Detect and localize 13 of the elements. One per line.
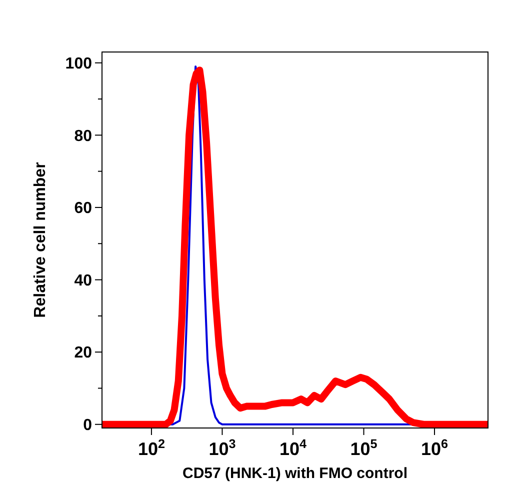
- y-tick-label: 60: [74, 200, 92, 218]
- x-axis-title: CD57 (HNK-1) with FMO control: [182, 465, 408, 482]
- x-tick-label: 10$^{3}$: [208, 437, 236, 459]
- y-tick-label: 0: [83, 416, 92, 434]
- y-tick-label: 40: [74, 272, 92, 290]
- y-tick-label: 80: [74, 128, 92, 145]
- y-axis-title: Relative cell number: [32, 162, 49, 318]
- x-tick-label: 10$^{6}$: [420, 437, 448, 459]
- y-tick-label: 20: [74, 344, 92, 362]
- x-tick-label: 10$^{2}$: [138, 437, 165, 459]
- y-tick-label: 100: [65, 55, 92, 72]
- x-tick-label: 10$^{5}$: [350, 437, 378, 459]
- x-tick-label: 10$^{4}$: [279, 437, 307, 459]
